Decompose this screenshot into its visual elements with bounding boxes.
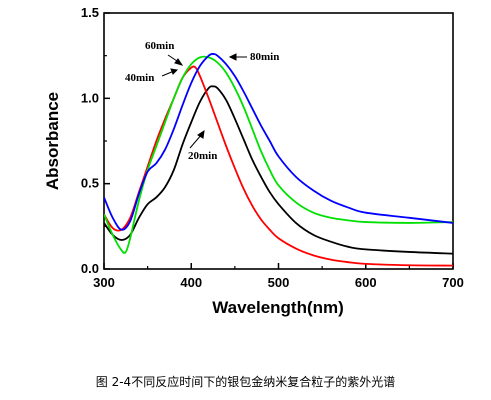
figure-caption: 图 2-4不同反应时间下的银包金纳米复合粒子的紫外光谱 bbox=[95, 375, 396, 389]
label-60min: 60min bbox=[145, 40, 174, 52]
series-line-80min bbox=[104, 53, 453, 231]
arrowhead-60min bbox=[174, 58, 184, 66]
y-tick-label: 0.0 bbox=[81, 261, 99, 276]
y-tick-label: 1.0 bbox=[81, 90, 99, 105]
arrowhead-40min bbox=[170, 68, 179, 75]
arrowhead-80min bbox=[228, 53, 237, 61]
y-tick-label: 1.5 bbox=[81, 5, 99, 20]
x-tick-label: 300 bbox=[93, 275, 115, 290]
y-tick-label: 0.5 bbox=[81, 176, 99, 191]
y-axis-title: Absorbance bbox=[43, 92, 62, 190]
x-tick-label: 400 bbox=[180, 275, 202, 290]
x-tick-label: 600 bbox=[355, 275, 377, 290]
series-lines bbox=[104, 53, 453, 267]
series-line-60min bbox=[104, 55, 453, 254]
axis-ticks: 300 400 500 600 700 0.0 0.5 1.0 1.5 bbox=[81, 5, 464, 290]
series-line-40min bbox=[104, 65, 453, 267]
series-annotations: 60min 40min 80min 20min bbox=[125, 40, 279, 162]
x-tick-label: 700 bbox=[442, 275, 464, 290]
label-80min: 80min bbox=[250, 51, 279, 63]
label-20min: 20min bbox=[188, 150, 217, 162]
series-line-20min bbox=[104, 85, 453, 255]
arrowhead-20min bbox=[197, 129, 205, 139]
label-40min: 40min bbox=[125, 72, 154, 84]
x-tick-label: 500 bbox=[268, 275, 290, 290]
uv-vis-chart: 300 400 500 600 700 0.0 0.5 1.0 1.5 Absorbance W… bbox=[43, 5, 464, 317]
x-axis-title: Wavelength(nm) bbox=[212, 298, 344, 317]
